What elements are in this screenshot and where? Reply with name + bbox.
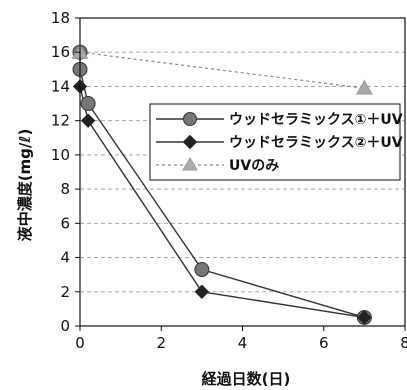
legend-entry-1: ウッドセラミックス①＋UV [156, 112, 403, 128]
y-tick-label-0: 0 [60, 317, 70, 335]
y-axis-label: 液中濃度(mg/ℓ) [16, 129, 34, 242]
x-axis-ticks: 0 2 4 6 8 [75, 326, 407, 352]
data-point-s1-4 [194, 262, 210, 278]
legend-entry-2: ウッドセラミックス②＋UV [156, 134, 403, 151]
legend-label-2: ウッドセラミックス②＋UV [229, 135, 403, 151]
x-tick-label-2: 2 [156, 334, 166, 352]
legend-marker-triangle [182, 157, 198, 171]
legend-label-1: ウッドセラミックス①＋UV [229, 112, 403, 128]
data-markers [71, 43, 373, 325]
y-tick-label-14: 14 [51, 77, 70, 95]
data-point-s1-3 [80, 96, 96, 112]
legend-marker-circle [183, 112, 197, 126]
y-tick-label-4: 4 [60, 249, 70, 267]
data-point-s2-3 [194, 284, 210, 299]
data-point-s2-4 [357, 310, 372, 325]
x-tick-label-4: 4 [238, 334, 248, 352]
data-point-s3-2 [356, 79, 373, 95]
legend-marker-diamond [182, 134, 198, 150]
data-point-s2-2 [80, 113, 96, 128]
series-line-1 [79, 52, 365, 319]
x-tick-label-6: 6 [319, 334, 329, 352]
series-lines [79, 51, 365, 319]
legend-label-3: UVのみ [229, 158, 279, 174]
legend-entry-3: UVのみ [156, 157, 279, 174]
y-tick-label-18: 18 [51, 9, 70, 27]
x-tick-label-8: 8 [400, 334, 407, 352]
y-tick-label-10: 10 [51, 146, 70, 164]
y-tick-label-16: 16 [51, 43, 70, 61]
x-axis-label: 経過日数(日) [202, 370, 291, 388]
y-tick-label-12: 12 [51, 112, 70, 130]
series-line-3 [79, 51, 365, 89]
y-axis-ticks: 0 2 4 6 8 10 12 14 16 18 [51, 9, 80, 335]
y-tick-label-6: 6 [60, 214, 70, 232]
y-tick-label-8: 8 [60, 180, 70, 198]
legend: ウッドセラミックス①＋UV ウッドセラミックス②＋UV UVのみ [149, 103, 403, 181]
y-tick-label-2: 2 [60, 283, 70, 301]
x-tick-label-0: 0 [75, 334, 85, 352]
